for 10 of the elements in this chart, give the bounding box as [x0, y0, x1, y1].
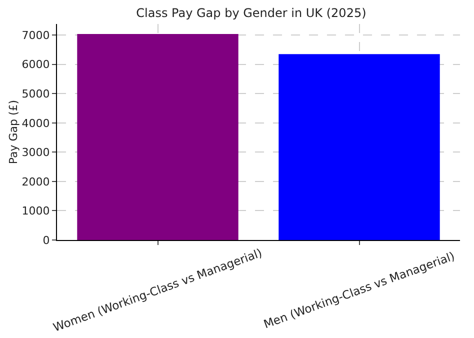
- y-tick-label: 1000: [22, 204, 50, 218]
- y-tick-label: 6000: [22, 58, 50, 72]
- y-tick-label: 3000: [22, 146, 50, 160]
- y-axis-title: Pay Gap (£): [6, 100, 20, 164]
- y-tick-label: 7000: [22, 28, 50, 42]
- y-tick-label: 5000: [22, 88, 50, 101]
- y-tick-label: 2000: [22, 175, 50, 188]
- y-tick-label: 0: [42, 234, 50, 247]
- chart-title: Class Pay Gap by Gender in UK (2025): [136, 6, 366, 20]
- y-tick-label: 4000: [22, 116, 50, 130]
